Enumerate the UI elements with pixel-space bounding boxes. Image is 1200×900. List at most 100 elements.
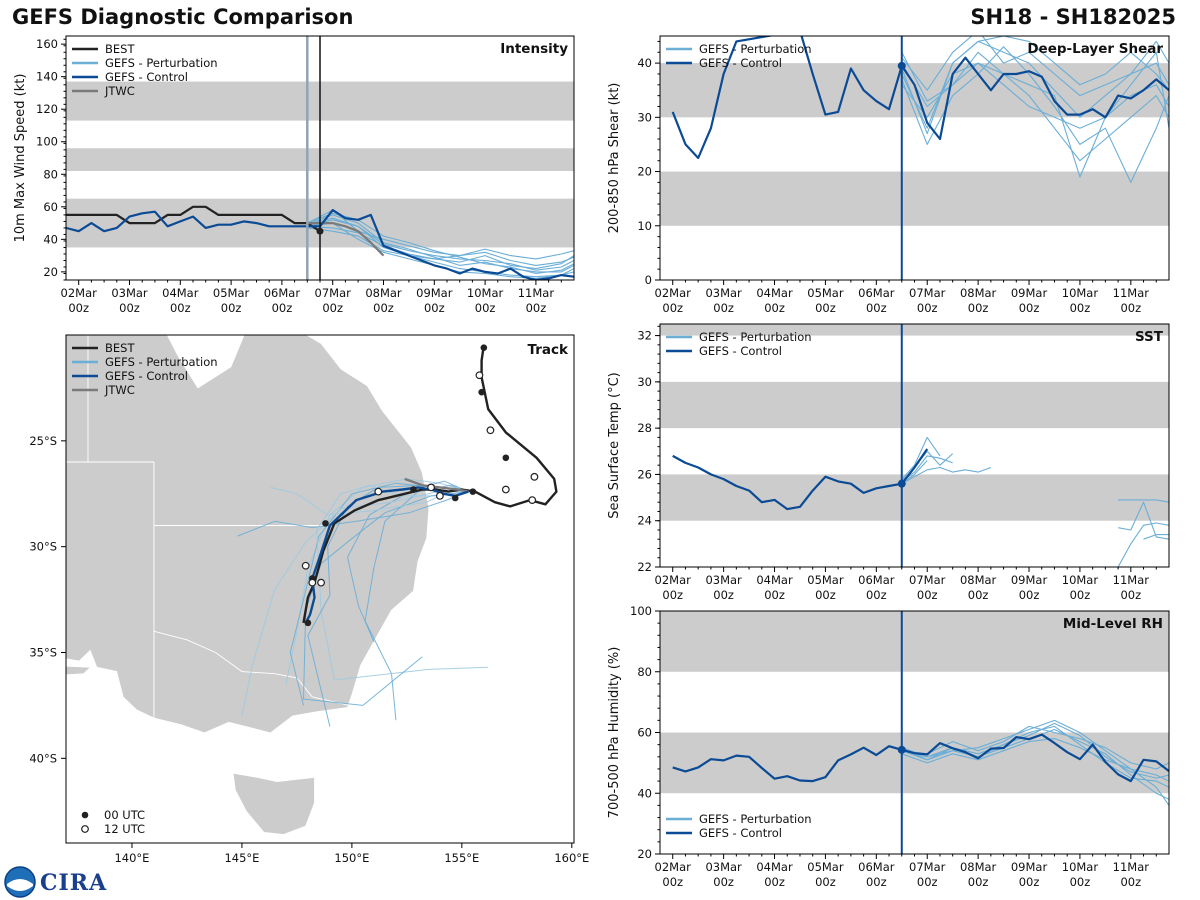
x-tick-label: 00z xyxy=(475,301,496,315)
legend-label: BEST xyxy=(105,42,135,56)
perturbation-line-5 xyxy=(901,36,1169,135)
legend-label: GEFS - Control xyxy=(699,344,782,358)
x-tick-label: 00z xyxy=(526,301,547,315)
y-tick-label: 10 xyxy=(637,219,652,233)
x-tick-label: 10Mar xyxy=(1062,860,1099,874)
legend-label: JTWC xyxy=(104,383,135,397)
x-tick-label: 05Mar xyxy=(807,286,844,300)
track-marker-12utc xyxy=(501,485,510,494)
x-tick-label: 09Mar xyxy=(416,286,453,300)
y-tick-label: 100 xyxy=(630,604,652,618)
perturbation-line-4 xyxy=(901,62,1169,129)
x-tick-label: 06Mar xyxy=(858,573,895,587)
track-marker-00utc xyxy=(451,494,459,502)
x-tick-label: 00z xyxy=(866,301,887,315)
x-tick-label: 00z xyxy=(662,588,683,602)
x-tick-label: 11Mar xyxy=(1113,860,1150,874)
y-tick-label: 35°S xyxy=(29,646,57,660)
legend-label: GEFS - Perturbation xyxy=(105,355,218,369)
legend-label: GEFS - Control xyxy=(105,369,188,383)
x-tick-label: 00z xyxy=(713,875,734,889)
x-tick-label: 00z xyxy=(968,875,989,889)
x-tick-label: 00z xyxy=(1019,588,1040,602)
track-marker-12utc xyxy=(475,371,484,380)
init-point xyxy=(897,479,906,488)
y-tick-label: 30 xyxy=(637,375,652,389)
x-tick-label: 10Mar xyxy=(467,286,504,300)
init-point xyxy=(897,745,906,754)
x-tick-label: 00z xyxy=(221,301,242,315)
panel-rh: 2040608010002Mar00z03Mar00z04Mar00z05Mar… xyxy=(607,604,1170,889)
perturbation-track-5 xyxy=(237,491,469,537)
x-tick-label: 00z xyxy=(917,875,938,889)
y-axis-label: Sea Surface Temp (°C) xyxy=(607,372,622,519)
x-tick-label: 09Mar xyxy=(1011,860,1048,874)
panel-sst: 22242628303202Mar00z03Mar00z04Mar00z05Ma… xyxy=(607,323,1170,602)
track-marker-00utc xyxy=(410,486,417,493)
y-tick-label: 40 xyxy=(637,56,652,70)
track-marker-00utc xyxy=(480,344,488,352)
x-tick-label: 02Mar xyxy=(61,286,98,300)
perturbation-line-8 xyxy=(1143,534,1169,540)
track-marker-12utc xyxy=(301,561,310,570)
x-tick-label: 05Mar xyxy=(213,286,250,300)
current-intensity-point xyxy=(316,227,324,235)
x-tick-label: 11Mar xyxy=(1113,286,1150,300)
control-line xyxy=(671,36,1169,160)
y-axis-label: 10m Max Wind Speed (kt) xyxy=(13,74,28,243)
y-tick-label: 26 xyxy=(637,467,652,481)
x-tick-label: 11Mar xyxy=(1113,573,1150,587)
map-frame xyxy=(65,334,575,844)
x-tick-label: 00z xyxy=(713,301,734,315)
legend-marker-12utc xyxy=(81,825,89,833)
perturbation-track-4 xyxy=(364,484,469,721)
storm-id: SH18 - SH182025 xyxy=(970,5,1176,29)
y-tick-label: 30°S xyxy=(29,540,57,554)
x-tick-label: 00z xyxy=(815,301,836,315)
y-axis-label: 700-500 hPa Humidity (%) xyxy=(607,647,622,819)
x-tick-label: 08Mar xyxy=(960,860,997,874)
track-marker-12utc xyxy=(528,496,537,505)
x-tick-label: 00z xyxy=(1120,875,1141,889)
y-tick-label: 20 xyxy=(637,165,652,179)
track-marker-00utc xyxy=(469,488,477,495)
x-tick-label: 00z xyxy=(662,875,683,889)
track-marker-00utc xyxy=(502,454,510,462)
x-tick-label: 00z xyxy=(424,301,445,315)
perturbation-line-6 xyxy=(901,51,1169,178)
x-tick-label: 10Mar xyxy=(1062,573,1099,587)
x-tick-label: 05Mar xyxy=(807,573,844,587)
x-tick-label: 10Mar xyxy=(1062,286,1099,300)
perturbation-line-4 xyxy=(901,460,928,485)
perturbation-line-2 xyxy=(901,738,1169,782)
y-tick-label: 20 xyxy=(637,847,652,861)
border-nsw-vic xyxy=(153,630,350,706)
x-tick-label: 00z xyxy=(662,301,683,315)
x-tick-label: 00z xyxy=(917,301,938,315)
x-tick-label: 00z xyxy=(968,588,989,602)
x-tick-label: 07Mar xyxy=(909,573,946,587)
x-tick-label: 00z xyxy=(764,588,785,602)
perturbation-line-7 xyxy=(1117,522,1169,567)
x-tick-label: 00z xyxy=(713,588,734,602)
x-tick-label: 00z xyxy=(866,875,887,889)
y-tick-label: 80 xyxy=(43,167,58,181)
y-tick-label: 30 xyxy=(637,110,652,124)
legend-label: JTWC xyxy=(104,84,135,98)
x-tick-label: 00z xyxy=(815,875,836,889)
x-tick-label: 11Mar xyxy=(518,286,555,300)
track-marker-00utc xyxy=(478,388,485,396)
x-tick-label: 00z xyxy=(1070,301,1091,315)
x-tick-label: 00z xyxy=(866,588,887,602)
panel-track: 140°E 145°E 150°E 155°E 160°E 25°S 30°S 35°S 40°… xyxy=(29,334,589,865)
track-marker-12utc xyxy=(435,491,444,500)
control-line xyxy=(672,448,929,511)
x-tick-label: 00z xyxy=(322,301,343,315)
y-tick-label: 0 xyxy=(645,273,652,287)
band-2 xyxy=(660,324,1169,336)
x-tick-label: 00z xyxy=(1019,301,1040,315)
perturbation-track-6 xyxy=(316,484,489,681)
x-tick-label: 00z xyxy=(170,301,191,315)
perturbation-track-2 xyxy=(346,480,469,643)
